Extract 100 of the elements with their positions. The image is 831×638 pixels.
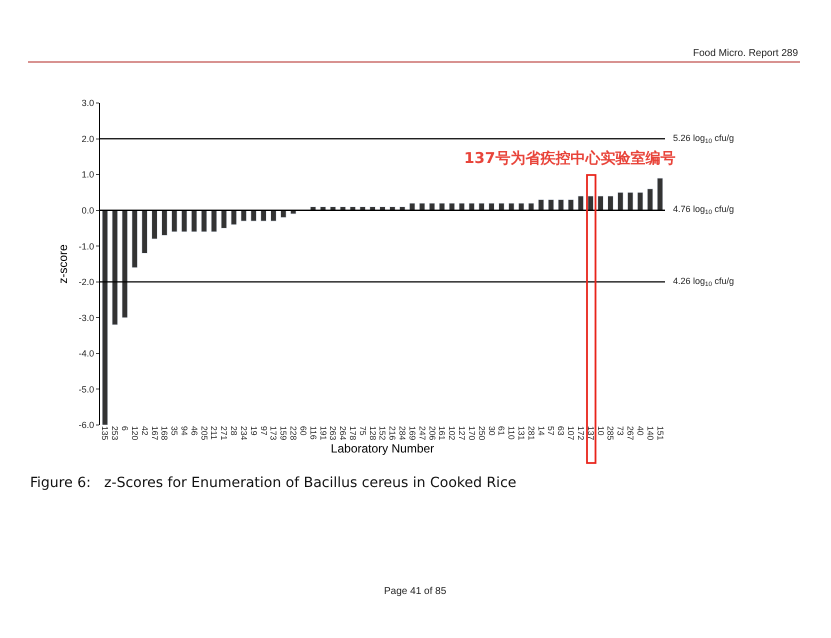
x-tick-label: 42 <box>140 426 150 436</box>
bar <box>132 210 138 268</box>
bar <box>280 210 286 218</box>
ref-line-label: 4.26 log$_{10}$ cfu/g <box>673 276 734 288</box>
y-tick-label: 0.0 <box>82 205 94 216</box>
x-tick-label: 61 <box>496 426 507 436</box>
bar <box>538 199 544 211</box>
x-tick-label: 128 <box>368 426 378 440</box>
x-tick-label: 135 <box>100 426 110 440</box>
bar <box>637 192 644 211</box>
x-tick-label: 168 <box>160 426 170 440</box>
x-tick-label: 284 <box>398 426 408 440</box>
text: Figure 6: z-Scores for Enumeration of Bacillus cereus in Cooked Rice <box>30 475 516 491</box>
x-tick-label: 137 <box>586 426 596 440</box>
x-tick-label: 140 <box>645 426 656 440</box>
bar <box>181 210 188 232</box>
bar <box>211 210 217 232</box>
x-tick-label: 10 <box>596 426 606 436</box>
x-tick-label: 211 <box>209 426 220 440</box>
bar <box>240 210 247 222</box>
bar <box>617 192 624 211</box>
bar <box>558 199 564 211</box>
bar <box>270 210 276 222</box>
x-tick-label: 94 <box>179 426 190 436</box>
x-tick-label: 127 <box>457 426 468 440</box>
x-tick-label: 151 <box>655 426 666 440</box>
x-tick-label: 57 <box>546 426 556 436</box>
ref-line-label: 4.76 log$_{10}$ cfu/g <box>673 204 734 216</box>
x-tick-label: 178 <box>348 426 358 440</box>
x-tick-label: 97 <box>258 426 269 436</box>
x-tick-label: 228 <box>288 426 299 440</box>
bar <box>220 210 227 228</box>
bar <box>598 196 604 211</box>
y-tick-label: 3.0 <box>82 98 94 108</box>
x-tick-label: 19 <box>248 426 259 436</box>
bar <box>171 210 178 232</box>
x-tick-label: 161 <box>437 426 448 440</box>
x-tick-label: 167 <box>150 426 160 440</box>
bar <box>627 192 634 211</box>
annotation: 137号为省疾控中心实验室编号 <box>464 149 676 167</box>
bar <box>142 210 148 254</box>
y-tick-label: -3.0 <box>78 312 94 323</box>
bar <box>578 196 584 211</box>
bar <box>657 178 664 211</box>
bar <box>548 199 554 211</box>
x-tick-label: 6 <box>120 426 130 431</box>
x-tick-label: 63 <box>556 426 566 436</box>
y-axis-title: z-score <box>56 244 70 284</box>
x-tick-label: 281 <box>526 426 536 440</box>
x-tick-label: 152 <box>378 426 388 440</box>
text: Food Micro. Report 289 <box>693 48 798 59</box>
bar <box>112 210 118 326</box>
x-tick-label: 35 <box>170 426 180 436</box>
bar <box>122 210 128 318</box>
x-tick-label: 30 <box>486 426 497 436</box>
bar <box>201 210 208 232</box>
bar <box>568 199 574 211</box>
x-tick-label: 267 <box>626 426 636 440</box>
bar <box>647 188 654 211</box>
x-tick-label: 250 <box>476 426 487 440</box>
x-tick-label: 247 <box>417 426 428 440</box>
x-tick-label: 120 <box>130 426 140 440</box>
x-tick-label: 40 <box>635 426 646 436</box>
y-tick-label: -2.0 <box>78 277 94 288</box>
x-tick-label: 46 <box>189 426 200 436</box>
x-tick-label: 172 <box>576 426 586 440</box>
x-tick-label: 107 <box>566 426 576 440</box>
bar <box>191 210 198 232</box>
x-tick-label: 73 <box>616 426 626 436</box>
x-tick-label: 60 <box>298 426 308 436</box>
bar <box>102 210 108 425</box>
x-tick-label: 264 <box>338 426 348 440</box>
y-tick-label: -6.0 <box>78 420 94 430</box>
x-tick-label: 170 <box>466 426 477 440</box>
bar <box>608 196 614 211</box>
bar <box>230 210 237 225</box>
y-tick-label: 2.0 <box>82 134 94 144</box>
x-tick-label: 191 <box>318 426 328 440</box>
x-tick-label: 28 <box>229 426 240 436</box>
x-tick-label: 131 <box>516 426 527 440</box>
y-tick-label: 1.0 <box>82 170 94 180</box>
x-tick-label: 169 <box>407 426 418 440</box>
x-axis-title: Laboratory Number <box>330 441 434 456</box>
x-tick-label: 173 <box>268 426 279 440</box>
y-tick-label: -1.0 <box>78 241 94 252</box>
x-tick-label: 216 <box>388 426 398 440</box>
x-tick-label: 75 <box>358 426 368 436</box>
x-tick-label: 263 <box>328 426 338 440</box>
x-tick-label: 110 <box>506 426 517 440</box>
x-tick-label: 205 <box>199 426 210 440</box>
x-tick-label: 234 <box>238 426 249 440</box>
x-tick-label: 116 <box>308 426 318 440</box>
bar <box>250 210 257 222</box>
ref-line-label: 5.26 log$_{10}$ cfu/g <box>673 133 734 145</box>
x-tick-label: 271 <box>219 426 230 440</box>
x-tick-label: 14 <box>536 426 546 436</box>
x-tick-label: 206 <box>427 426 438 440</box>
x-tick-label: 102 <box>447 426 458 440</box>
x-tick-label: 285 <box>606 426 616 440</box>
y-tick-label: -5.0 <box>78 384 94 394</box>
